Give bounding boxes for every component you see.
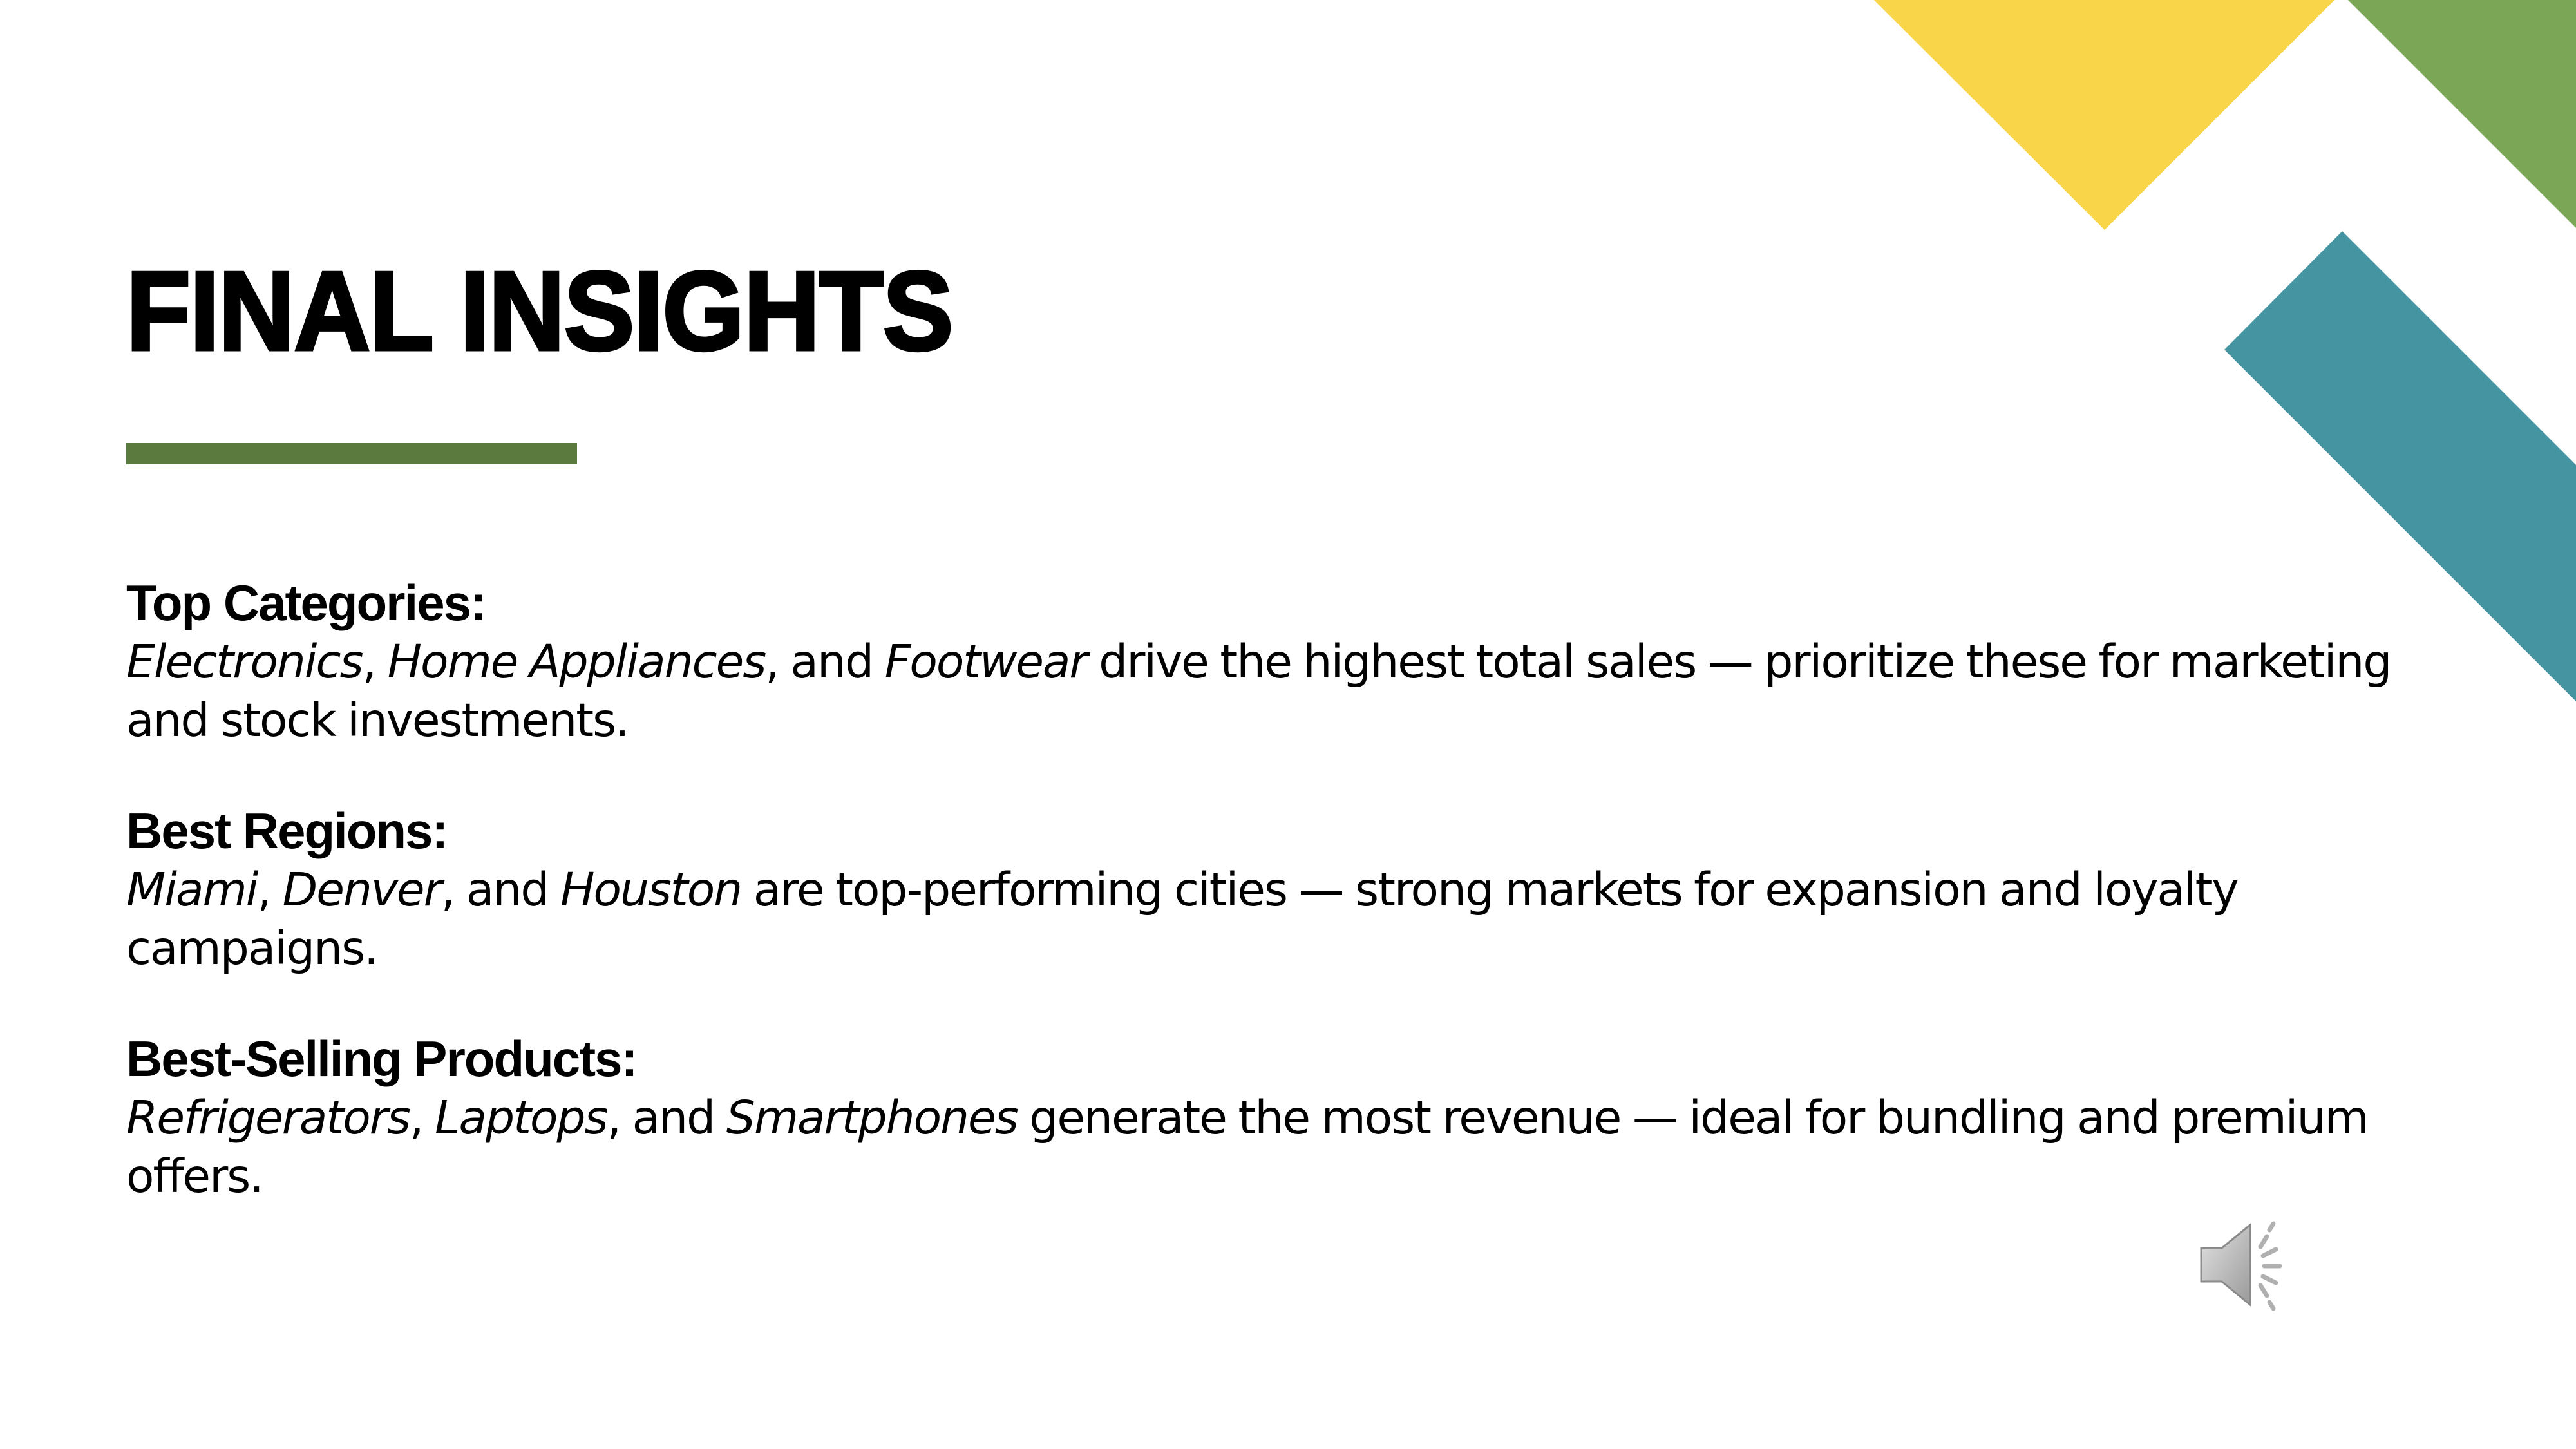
highlight-item: Home Appliances: [387, 635, 767, 688]
insight-heading: Top Categories:: [126, 574, 487, 631]
insight-body: Electronics, Home Appliances, and Footwe…: [126, 632, 2419, 750]
insight-body: Refrigerators, Laptops, and Smartphones …: [126, 1088, 2419, 1206]
highlight-item: Denver: [282, 863, 442, 916]
insight-text: generate the most revenue — ideal for bu…: [126, 1091, 2369, 1203]
separator: , and: [765, 635, 885, 688]
highlight-item: Houston: [560, 863, 743, 916]
slide-title: FINAL INSIGHTS: [125, 247, 955, 375]
insight-body: Miami, Denver, and Houston are top-perfo…: [126, 860, 2419, 978]
separator: ,: [257, 863, 283, 916]
highlight-item: Laptops: [434, 1091, 608, 1144]
separator: ,: [409, 1091, 435, 1144]
green-triangle: [2348, 0, 2576, 228]
insight-top-categories: Top Categories: Electronics, Home Applia…: [126, 573, 2419, 750]
highlight-item: Footwear: [884, 635, 1088, 688]
title-underline: [126, 443, 577, 464]
highlight-item: Refrigerators: [126, 1091, 411, 1144]
insight-best-regions: Best Regions: Miami, Denver, and Houston…: [126, 801, 2419, 978]
yellow-triangle: [1874, 0, 2334, 230]
insights-content: Top Categories: Electronics, Home Applia…: [126, 573, 2419, 1257]
separator: , and: [440, 863, 561, 916]
insight-heading: Best-Selling Products:: [126, 1030, 638, 1087]
insight-text: drive the highest total sales — prioriti…: [126, 635, 2392, 747]
separator: ,: [362, 635, 388, 688]
teal-stripe: [2224, 231, 2576, 701]
highlight-item: Miami: [126, 863, 258, 916]
speaker-icon[interactable]: [2196, 1211, 2306, 1320]
separator: , and: [607, 1091, 726, 1144]
highlight-item: Smartphones: [726, 1091, 1019, 1144]
insight-heading: Best Regions:: [126, 802, 448, 859]
insight-text: are top-performing cities — strong marke…: [126, 863, 2239, 975]
highlight-item: Electronics: [126, 635, 364, 688]
insight-best-selling-products: Best-Selling Products: Refrigerators, La…: [126, 1029, 2419, 1206]
